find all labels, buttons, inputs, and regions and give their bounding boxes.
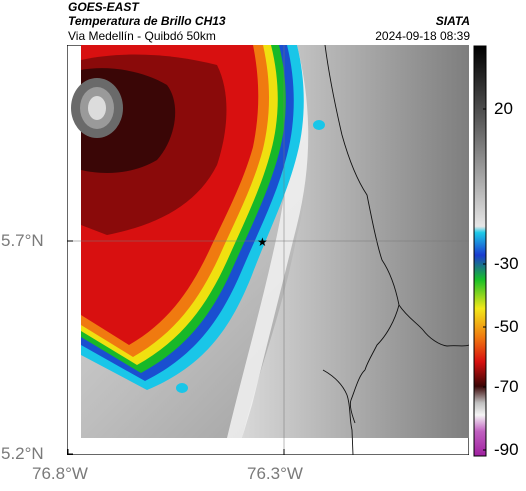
colorbar-fill — [473, 45, 487, 457]
boundary-line-3 — [349, 369, 366, 424]
lon-label-76-3: 76.3°W — [247, 464, 303, 483]
boundary-line-2 — [364, 304, 400, 371]
cyan-cell-2 — [176, 383, 188, 393]
boundary-line-4 — [322, 369, 354, 455]
title-product: Temperatura de Brillo CH13 — [68, 14, 226, 28]
lat-label-5-7: 5.7°N — [1, 231, 44, 250]
title-org: SIATA — [435, 14, 470, 28]
title-datetime: 2024-09-18 08:39 — [375, 29, 470, 43]
satellite-map[interactable]: ★ — [67, 45, 469, 455]
cyan-cell-1 — [313, 120, 325, 130]
lon-label-76-8: 76.8°W — [32, 464, 88, 483]
title-satellite: GOES-EAST — [68, 0, 139, 14]
cold-top-inner — [88, 96, 106, 120]
colorbar-label-minus90: -90 — [494, 440, 519, 459]
title-route: Via Medellín - Quibdó 50km — [68, 29, 216, 43]
lat-label-5-2: 5.2°N — [1, 444, 44, 463]
colorbar-label-minus70: -70 — [494, 377, 519, 396]
location-marker: ★ — [257, 235, 268, 249]
colorbar-label-minus30: -30 — [494, 254, 519, 273]
colorbar-label-20: 20 — [494, 99, 513, 118]
boundary-line-1 — [324, 45, 469, 347]
colorbar-label-minus50: -50 — [494, 317, 519, 336]
eastern-gray — [242, 45, 469, 438]
colorbar — [473, 45, 487, 457]
